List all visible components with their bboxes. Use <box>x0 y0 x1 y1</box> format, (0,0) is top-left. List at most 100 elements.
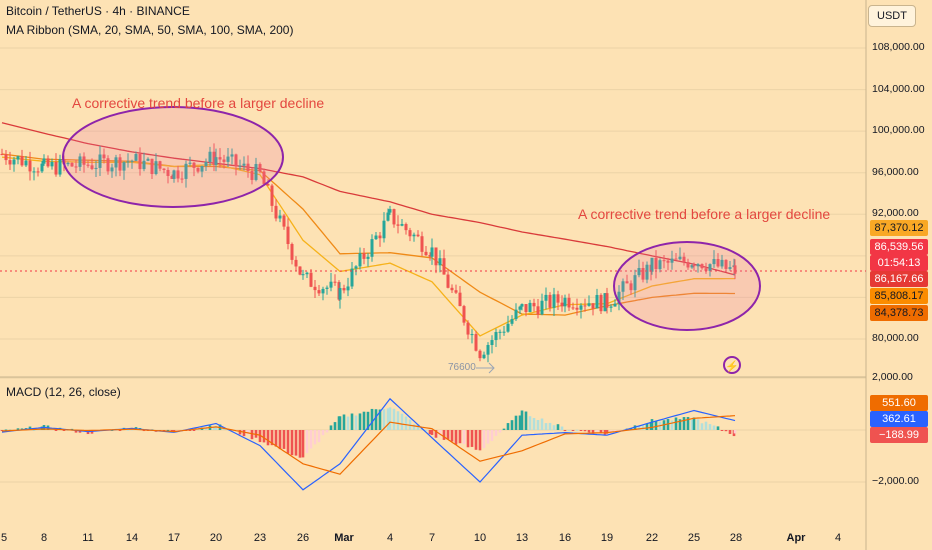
candle-body <box>670 258 674 263</box>
ma-ribbon-legend[interactable]: MA Ribbon (SMA, 20, SMA, 50, SMA, 100, S… <box>6 23 294 37</box>
candle-body <box>170 175 174 179</box>
candle-body <box>388 209 392 213</box>
candle-body <box>482 354 486 359</box>
price-tag: 01:54:13 <box>870 255 928 271</box>
macd-histogram-bar <box>20 428 24 430</box>
left-highlight-ellipse <box>62 106 284 208</box>
macd-histogram-bar <box>416 424 420 430</box>
macd-histogram-bar <box>438 430 442 437</box>
macd-histogram-bar <box>536 419 540 430</box>
x-tick-label: 20 <box>209 532 223 544</box>
macd-histogram-bar <box>333 422 337 430</box>
macd-histogram-bar <box>486 430 490 444</box>
macd-histogram-bar <box>678 419 682 430</box>
candle-body <box>74 166 78 168</box>
macd-histogram-bar <box>494 430 498 436</box>
macd-histogram-bar <box>350 413 354 430</box>
x-tick-label: 28 <box>729 532 743 544</box>
candle-body <box>24 160 28 166</box>
candle-body <box>258 164 262 172</box>
candle-body <box>28 160 32 172</box>
candle-body <box>416 234 420 237</box>
candle-body <box>358 253 362 267</box>
macd-histogram-bar <box>442 430 446 440</box>
candle-body <box>208 151 212 162</box>
macd-value-tag: 551.60 <box>870 395 928 411</box>
candle-body <box>321 288 325 294</box>
candle-body <box>354 266 358 269</box>
candle-body <box>146 158 150 161</box>
candle-body <box>110 167 114 172</box>
candle-body <box>599 294 603 312</box>
macd-histogram-bar <box>382 409 386 430</box>
macd-histogram-bar <box>728 430 732 434</box>
macd-histogram-bar <box>412 424 416 430</box>
candle-body <box>552 294 556 308</box>
macd-histogram-bar <box>575 429 579 431</box>
right-highlight-ellipse <box>613 241 761 331</box>
macd-histogram-bar <box>166 429 170 431</box>
candle-body <box>591 303 595 309</box>
candle-body <box>506 323 510 332</box>
candle-body <box>82 156 86 165</box>
candle-body <box>126 161 130 163</box>
macd-histogram-bar <box>654 420 658 430</box>
candle-body <box>16 156 20 160</box>
candle-body <box>514 309 518 320</box>
candle-body <box>579 305 583 310</box>
candle-body <box>544 294 548 301</box>
macd-histogram-bar <box>641 425 645 430</box>
macd-histogram-bar <box>613 430 617 432</box>
macd-histogram-bar <box>682 417 686 430</box>
candle-body <box>94 167 98 169</box>
macd-histogram-bar <box>599 430 603 434</box>
candle-body <box>446 274 450 288</box>
candle-body <box>540 300 544 315</box>
candle-body <box>678 256 682 260</box>
candle-body <box>518 306 522 310</box>
candle-body <box>682 256 686 263</box>
macd-histogram-bar <box>74 430 78 433</box>
chart-title[interactable]: Bitcoin / TetherUS · 4h · BINANCE <box>6 4 190 18</box>
candle-body <box>700 264 704 269</box>
y-tick-label: 104,000.00 <box>872 82 925 95</box>
y-tick-label: 96,000.00 <box>872 165 919 178</box>
candle-body <box>560 302 564 307</box>
candle-body <box>36 171 40 173</box>
candle-body <box>200 165 204 172</box>
candle-body <box>325 287 329 289</box>
candle-body <box>366 256 370 259</box>
candle-body <box>184 163 188 179</box>
candle-body <box>342 288 346 291</box>
lightning-icon[interactable]: ⚡ <box>723 356 741 374</box>
macd-histogram-bar <box>238 430 242 435</box>
macd-histogram-bar <box>305 430 309 454</box>
macd-histogram-bar <box>430 430 434 435</box>
candle-body <box>106 158 110 172</box>
currency-selector[interactable]: USDT <box>868 5 916 27</box>
macd-legend[interactable]: MACD (12, 26, close) <box>6 385 121 399</box>
price-tag: 84,378.73 <box>870 305 928 321</box>
candle-body <box>386 212 390 221</box>
macd-histogram-bar <box>354 415 358 430</box>
x-tick-label: 22 <box>645 532 659 544</box>
macd-histogram-bar <box>54 430 58 431</box>
candle-body <box>176 170 180 179</box>
macd-histogram-bar <box>16 428 20 430</box>
candle-body <box>278 215 282 219</box>
candle-body <box>658 260 662 270</box>
candle-body <box>309 272 313 287</box>
candle-body <box>724 259 728 269</box>
candle-body <box>317 290 321 294</box>
macd-histogram-bar <box>196 429 200 431</box>
candle-body <box>90 165 94 169</box>
macd-histogram-bar <box>192 430 196 431</box>
candle-body <box>274 205 278 219</box>
candle-body <box>567 297 571 308</box>
candle-body <box>222 159 226 162</box>
candle-body <box>605 293 609 308</box>
macd-histogram-bar <box>246 430 250 435</box>
candle-body <box>548 294 552 308</box>
candle-body <box>595 294 599 309</box>
